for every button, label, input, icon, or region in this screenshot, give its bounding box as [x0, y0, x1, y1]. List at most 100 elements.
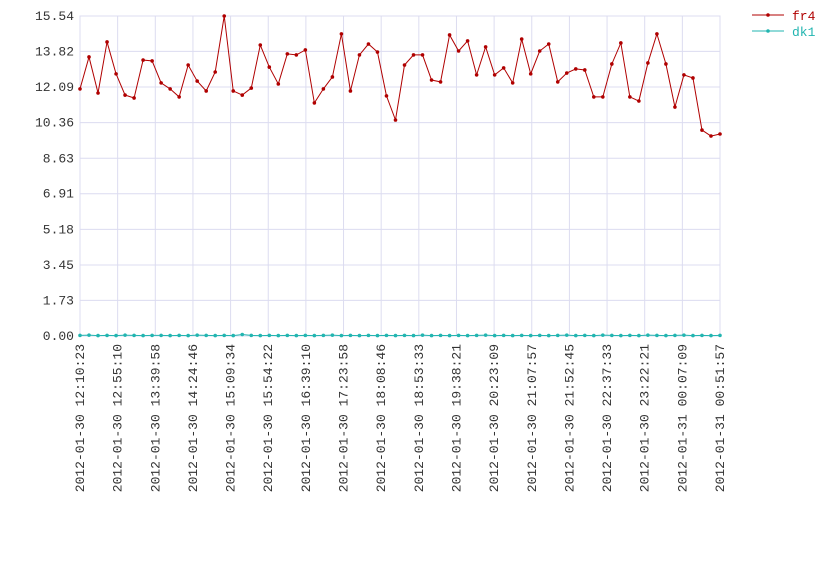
- point: [186, 63, 190, 67]
- point: [646, 61, 650, 65]
- x-tick-label: 2012-01-30 12:55:10: [111, 344, 126, 492]
- point: [402, 333, 407, 338]
- point: [465, 333, 470, 338]
- point: [402, 63, 407, 67]
- point: [573, 67, 578, 71]
- point: [312, 101, 317, 105]
- point: [105, 40, 109, 44]
- x-tick-label: 2012-01-31 00:07:09: [675, 344, 690, 492]
- point: [249, 333, 254, 338]
- point: [465, 39, 470, 43]
- point: [637, 333, 641, 338]
- point: [339, 333, 344, 338]
- x-tick-label: 2012-01-30 18:53:33: [412, 344, 427, 492]
- point: [132, 333, 136, 338]
- point: [375, 333, 380, 338]
- point: [375, 50, 380, 54]
- point: [700, 128, 704, 132]
- point: [213, 70, 218, 74]
- y-tick-label: 10.36: [35, 116, 74, 131]
- point: [682, 333, 686, 337]
- point: [601, 95, 605, 99]
- point: [213, 333, 218, 338]
- point: [204, 333, 208, 338]
- point: [592, 95, 596, 99]
- x-tick-label: 2012-01-30 21:52:45: [562, 344, 577, 492]
- point: [168, 333, 172, 338]
- legend-label: dk1: [792, 25, 816, 40]
- x-tick-label: 2012-01-30 23:22:21: [638, 344, 653, 492]
- y-tick-label: 6.91: [43, 187, 74, 202]
- point: [240, 93, 245, 97]
- point: [249, 86, 254, 90]
- x-tick-label: 2012-01-30 20:23:09: [487, 344, 502, 492]
- point: [510, 333, 515, 338]
- point: [691, 333, 695, 338]
- point: [321, 333, 326, 338]
- point: [411, 53, 416, 57]
- point: [682, 73, 686, 77]
- point: [628, 95, 632, 99]
- point: [655, 32, 659, 36]
- point: [610, 333, 614, 338]
- point: [555, 80, 560, 84]
- point: [673, 105, 677, 109]
- point: [420, 333, 425, 337]
- point: [96, 333, 100, 338]
- x-tick-label: 2012-01-30 12:10:23: [73, 344, 88, 492]
- point: [519, 37, 524, 41]
- point: [528, 333, 533, 338]
- y-tick-label: 15.54: [35, 9, 74, 24]
- point: [276, 82, 281, 86]
- point: [258, 43, 263, 47]
- point: [447, 333, 452, 338]
- point: [438, 80, 443, 84]
- point: [96, 91, 100, 95]
- y-tick-label: 1.73: [43, 293, 74, 308]
- point: [114, 333, 118, 338]
- point: [438, 333, 443, 338]
- point: [691, 76, 695, 80]
- point: [573, 333, 578, 338]
- point: [447, 33, 452, 37]
- point: [348, 89, 353, 93]
- point: [276, 333, 281, 338]
- point: [222, 333, 227, 338]
- point: [105, 333, 109, 338]
- point: [384, 94, 389, 98]
- point: [537, 49, 542, 53]
- point: [267, 65, 272, 69]
- point: [384, 333, 389, 338]
- point: [303, 333, 308, 338]
- point: [483, 333, 488, 337]
- point: [123, 93, 127, 97]
- point: [564, 333, 569, 337]
- point: [294, 53, 299, 57]
- y-tick-label: 12.09: [35, 80, 74, 95]
- point: [582, 333, 587, 338]
- point: [528, 72, 533, 76]
- point: [78, 333, 82, 338]
- x-tick-label: 2012-01-30 18:08:46: [374, 344, 389, 492]
- point: [123, 333, 127, 337]
- point: [646, 333, 650, 337]
- point: [87, 55, 91, 59]
- point: [357, 333, 362, 338]
- x-tick-label: 2012-01-30 16:39:10: [299, 344, 314, 492]
- point: [195, 79, 199, 83]
- point: [231, 333, 236, 338]
- point: [168, 87, 172, 91]
- point: [294, 333, 299, 338]
- point: [159, 333, 163, 338]
- y-tick-label: 8.63: [43, 151, 74, 166]
- point: [456, 333, 461, 338]
- point: [483, 45, 488, 49]
- point: [204, 89, 208, 93]
- point: [492, 73, 497, 77]
- point: [240, 332, 245, 337]
- point: [141, 58, 145, 62]
- point: [393, 333, 398, 338]
- point: [114, 72, 118, 76]
- point: [601, 333, 605, 337]
